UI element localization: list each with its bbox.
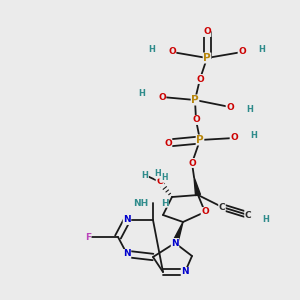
Text: H: H [142,170,148,179]
Text: H: H [161,173,167,182]
Text: O: O [230,134,238,142]
Text: H: H [154,169,161,178]
Text: O: O [164,139,172,148]
Text: O: O [203,28,211,37]
Text: NH: NH [133,199,148,208]
Text: H: H [259,44,266,53]
Text: C: C [245,211,251,220]
Text: O: O [192,116,200,124]
Text: O: O [156,178,164,187]
Text: P: P [203,53,211,63]
Polygon shape [194,177,200,196]
Text: N: N [123,215,131,224]
Polygon shape [172,222,183,244]
Text: N: N [171,238,179,247]
Text: O: O [226,103,234,112]
Text: O: O [201,208,209,217]
Text: N: N [181,268,189,277]
Text: O: O [196,74,204,83]
Text: F: F [85,232,91,242]
Text: H: H [148,44,155,53]
Text: O: O [188,158,196,167]
Text: H: H [247,106,254,115]
Text: P: P [196,135,204,145]
Text: O: O [168,47,176,56]
Text: P: P [191,95,199,105]
Text: H: H [161,199,169,208]
Text: H: H [262,215,269,224]
Text: H: H [250,130,257,140]
Text: H: H [139,89,145,98]
Text: N: N [123,250,131,259]
Text: O: O [158,92,166,101]
Text: C: C [219,202,225,211]
Text: O: O [238,47,246,56]
